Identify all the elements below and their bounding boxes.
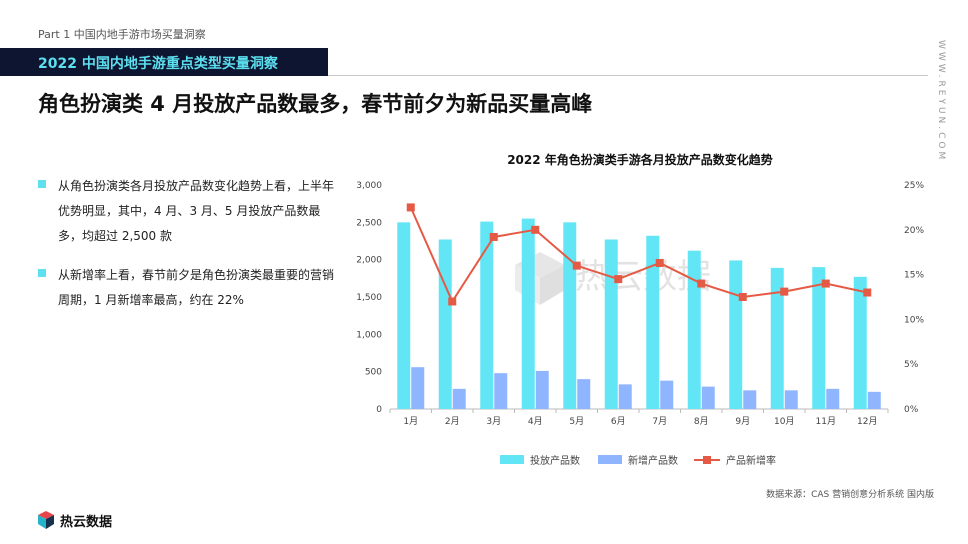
- x-tick-label: 3月: [486, 416, 501, 427]
- x-tick-label: 8月: [694, 416, 709, 427]
- bar-new: [535, 370, 549, 409]
- bar-new: [660, 380, 674, 409]
- source-note: 数据来源：CAS 营销创意分析系统 国内版: [766, 490, 934, 500]
- y-left-tick-label: 0: [376, 405, 382, 415]
- x-tick-label: 1月: [403, 416, 418, 427]
- x-tick-label: 12月: [857, 416, 877, 427]
- legend-swatch-new: [598, 455, 622, 464]
- rate-point: [697, 279, 706, 288]
- rate-point: [572, 261, 581, 270]
- bullet-item: 从角色扮演类各月投放产品数变化趋势上看，上半年优势明显，其中，4 月、3 月、5…: [38, 174, 338, 249]
- bar-new: [826, 388, 840, 409]
- bar-new: [494, 373, 508, 409]
- legend-swatch-marker: [703, 456, 711, 464]
- rate-point: [780, 287, 789, 296]
- x-tick-label: 10月: [774, 416, 794, 427]
- rate-point: [655, 258, 664, 267]
- banner-divider: [328, 75, 928, 76]
- bar-total: [521, 218, 535, 409]
- x-tick-label: 7月: [652, 416, 667, 427]
- logo-text: 热云数据: [60, 515, 113, 530]
- bar-total: [812, 267, 826, 409]
- x-tick-label: 5月: [569, 416, 584, 427]
- bar-new: [618, 384, 632, 409]
- bar-total: [770, 267, 784, 409]
- x-tick-label: 4月: [528, 416, 543, 427]
- rate-point: [614, 275, 623, 284]
- x-tick-label: 6月: [611, 416, 626, 427]
- rate-point: [738, 293, 747, 301]
- logo-icon: [38, 511, 54, 529]
- bullet-text: 从新增率上看，春节前夕是角色扮演类最重要的营销周期，1 月新增率最高，约在 22…: [58, 268, 335, 307]
- bullet-list: 从角色扮演类各月投放产品数变化趋势上看，上半年优势明显，其中，4 月、3 月、5…: [38, 174, 338, 327]
- bar-total: [687, 250, 701, 409]
- y-right-tick-label: 15%: [904, 271, 924, 281]
- y-left-tick-label: 1,500: [356, 293, 382, 303]
- chart-title: 2022 年角色扮演类手游各月投放产品数变化趋势: [507, 152, 773, 167]
- y-left-tick-label: 3,000: [356, 181, 382, 191]
- bullet-item: 从新增率上看，春节前夕是角色扮演类最重要的营销周期，1 月新增率最高，约在 22…: [38, 263, 338, 313]
- bar-new: [411, 367, 425, 409]
- legend-label: 产品新增率: [726, 454, 776, 467]
- watermark-shape: [540, 265, 565, 305]
- rate-line: [409, 206, 868, 304]
- part-label: Part 1 中国内地手游市场买量洞察: [38, 28, 206, 41]
- bar-total: [853, 276, 867, 409]
- legend-label: 投放产品数: [530, 454, 580, 467]
- y-left-tick-label: 2,500: [356, 218, 382, 228]
- bar-new: [577, 379, 591, 409]
- bar-total: [480, 221, 494, 409]
- rate-point: [448, 297, 457, 306]
- x-tick-label: 9月: [735, 416, 750, 427]
- rate-point: [863, 288, 872, 297]
- rate-point: [406, 203, 415, 212]
- y-left-tick-label: 500: [365, 368, 382, 378]
- y-right-tick-label: 20%: [904, 226, 924, 236]
- section-banner: 2022 中国内地手游重点类型买量洞察: [0, 48, 328, 76]
- rate-point: [489, 232, 498, 241]
- bar-new: [784, 390, 798, 409]
- bar-total: [729, 260, 743, 409]
- y-left-tick-label: 1,000: [356, 330, 382, 340]
- bar-total: [438, 239, 452, 409]
- x-tick-label: 2月: [445, 416, 460, 427]
- bullet-marker: [38, 269, 46, 277]
- bar-new: [867, 391, 881, 409]
- bullet-marker: [38, 180, 46, 188]
- bar-total: [397, 222, 411, 409]
- y-left-tick-label: 2,000: [356, 256, 382, 266]
- bar-new: [743, 390, 757, 409]
- rate-point: [821, 279, 830, 288]
- legend-label: 新增产品数: [628, 454, 678, 467]
- y-right-tick-label: 10%: [904, 315, 924, 325]
- section-title: 2022 中国内地手游重点类型买量洞察: [38, 56, 278, 72]
- y-right-tick-label: 5%: [904, 360, 919, 370]
- bar-total: [646, 235, 660, 409]
- y-right-tick-label: 25%: [904, 181, 924, 191]
- headline: 角色扮演类 4 月投放产品数最多，春节前夕为新品买量高峰: [38, 92, 593, 116]
- rate-point: [531, 225, 540, 234]
- bullet-text: 从角色扮演类各月投放产品数变化趋势上看，上半年优势明显，其中，4 月、3 月、5…: [58, 179, 335, 243]
- bar-new: [452, 388, 466, 409]
- bar-total: [604, 239, 618, 409]
- legend-swatch-total: [500, 455, 524, 464]
- bar-new: [701, 386, 715, 409]
- x-tick-label: 11月: [816, 416, 836, 427]
- side-url: WWW.REYUN.COM: [936, 40, 946, 163]
- y-right-tick-label: 0%: [904, 405, 919, 415]
- monthly-trend-chart: 2022 年角色扮演类手游各月投放产品数变化趋势热云数据05001,0001,5…: [356, 152, 924, 467]
- bar-total: [563, 222, 577, 409]
